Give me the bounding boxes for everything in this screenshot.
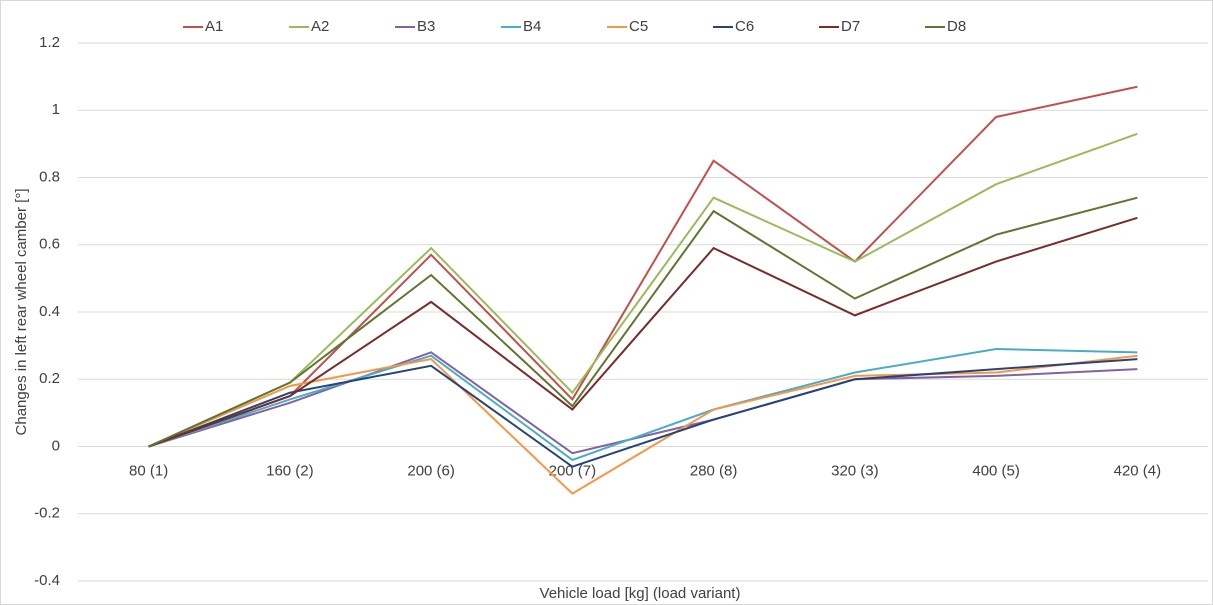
series-line <box>148 196 1138 448</box>
x-tick-label: 200 (6) <box>407 462 455 479</box>
y-tick-label: 0.8 <box>39 168 60 185</box>
x-tick-label: 420 (4) <box>1114 462 1162 479</box>
y-axis-label: Changes in left rear wheel camber [°] <box>13 189 30 436</box>
series-line <box>148 358 1138 468</box>
x-tick-label: 160 (2) <box>266 462 314 479</box>
legend-label: D8 <box>947 18 966 35</box>
y-tick-label: 1 <box>52 101 60 118</box>
y-tick-label: 1.2 <box>39 34 60 51</box>
series-line <box>148 132 1138 448</box>
legend-label: A1 <box>205 18 223 35</box>
y-tick-label: -0.2 <box>34 505 60 522</box>
y-tick-label: 0.2 <box>39 370 60 387</box>
series-line <box>148 85 1138 448</box>
x-tick-label: 280 (8) <box>690 462 738 479</box>
x-tick-label: 400 (5) <box>972 462 1020 479</box>
series-line <box>148 216 1138 448</box>
x-tick-label: 200 (7) <box>549 462 597 479</box>
y-tick-label: 0.6 <box>39 236 60 253</box>
legend-label: C5 <box>629 18 648 35</box>
legend-label: B4 <box>523 18 541 35</box>
legend-label: D7 <box>841 18 860 35</box>
x-axis-label: Vehicle load [kg] (load variant) <box>540 585 741 602</box>
x-tick-label: 320 (3) <box>831 462 879 479</box>
y-tick-label: 0.4 <box>39 303 60 320</box>
y-tick-label: -0.4 <box>34 572 60 589</box>
legend-label: B3 <box>417 18 435 35</box>
series-line <box>148 351 1138 455</box>
x-tick-label: 80 (1) <box>129 462 168 479</box>
y-tick-label: 0 <box>52 437 60 454</box>
series-line <box>148 347 1138 462</box>
legend-label: A2 <box>311 18 329 35</box>
legend-label: C6 <box>735 18 754 35</box>
